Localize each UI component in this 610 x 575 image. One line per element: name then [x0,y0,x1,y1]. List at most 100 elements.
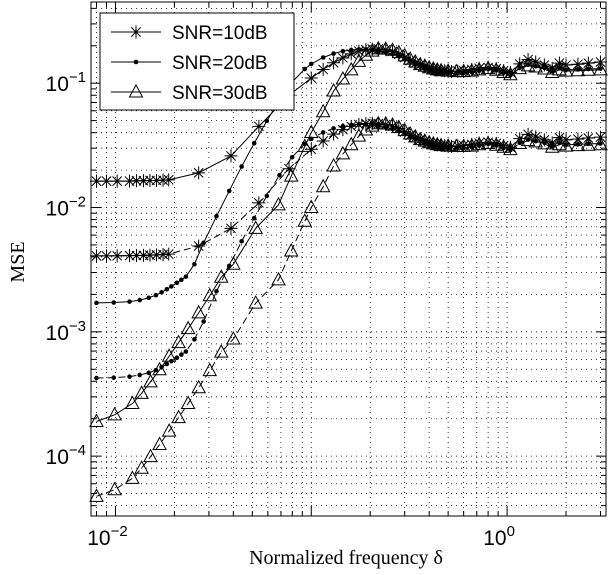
star-marker [316,62,330,76]
star-marker [123,249,137,263]
star-marker [379,43,393,57]
dot-marker [226,263,232,269]
triangle-marker [378,115,394,130]
triangle-marker [326,157,341,172]
dot-marker [169,358,174,364]
triangle-marker [202,362,218,377]
star-marker [110,174,124,188]
axis-ticks [91,2,606,516]
star-marker [89,249,103,263]
legend: SNR=10dB SNR=20dB SNR=30dB [99,12,295,111]
dot-marker [192,337,197,342]
triangle-marker [315,178,331,193]
triangle-marker [343,136,359,151]
dot-marker [331,51,336,56]
legend-label: SNR=20dB [172,53,268,74]
dot-marker [557,65,562,71]
triangle-marker [570,62,586,77]
triangle-marker [425,135,441,150]
triangle-marker [128,83,144,98]
triangle-marker [171,334,186,349]
dot-marker [340,48,346,54]
y-tick-label: 10−4 [46,442,86,469]
dot-marker [356,47,362,52]
star-marker [465,62,479,76]
dot-marker [127,374,132,379]
triangle-marker [440,138,456,152]
star-marker [123,174,137,188]
triangle-marker [326,82,341,97]
triangle-marker [248,220,264,234]
star-marker [252,119,266,133]
dot-marker [251,215,257,221]
dot-marker [226,188,232,194]
star-marker [143,173,157,187]
triangle-marker [213,344,229,358]
dot-marker [153,367,159,373]
star-marker [529,55,543,69]
star-marker [316,134,330,148]
tick-labels: 10−2 100 10−4 10−3 10−2 10−1 [46,69,515,550]
triangle-marker [143,448,158,463]
triangle-marker [107,481,122,496]
dot-marker [302,66,308,72]
dot-marker [331,126,336,131]
star-marker [192,166,206,180]
dot-marker [137,372,143,378]
triangle-marker [202,287,218,302]
triangle-marker [488,62,504,76]
dot-marker [348,47,354,53]
triangle-marker [471,61,487,76]
triangle-marker [480,135,496,150]
dot-marker [302,141,308,147]
star-marker [252,196,266,210]
triangle-marker [448,63,464,78]
dot-marker [164,361,170,367]
triangle-marker [544,139,560,153]
triangle-marker [593,136,608,151]
star-marker [110,249,124,263]
dot-marker [183,274,189,279]
triangle-marker [370,115,386,130]
legend-label: SNR=30dB [172,83,268,104]
star-marker [529,130,543,144]
star-marker [327,56,341,70]
triangle-marker [271,271,286,286]
triangle-marker [552,136,567,151]
star-marker [100,249,114,263]
dot-marker [146,370,152,376]
triangle-marker [537,60,552,75]
triangle-marker [180,395,196,410]
star-marker [386,119,400,133]
triangle-marker [364,43,380,57]
triangle-marker [315,103,331,118]
triangle-marker [520,57,536,72]
star-marker [465,137,479,151]
dot-marker [557,140,562,146]
star-marker [513,57,527,71]
legend-item: SNR=10dB [111,23,268,44]
star-marker [282,162,296,176]
triangle-marker [125,395,140,410]
triangle-marker [161,423,177,437]
dot-marker [174,280,180,286]
dot-marker [137,297,143,303]
triangle-marker [303,199,319,214]
triangle-marker [456,63,471,78]
star-marker [129,25,143,39]
triangle-marker [425,60,441,75]
dot-marker [164,286,170,292]
star-marker [537,133,551,147]
triangle-marker [433,137,449,152]
triangle-marker [134,385,149,399]
triangle-marker [558,138,574,152]
dot-marker [183,349,189,354]
star-marker [545,61,559,75]
series-layer [89,40,608,502]
star-marker [162,173,176,187]
series-line [96,123,601,497]
dot-marker [277,172,282,178]
dot-marker [264,118,270,124]
dot-marker [340,123,346,129]
triangle-marker [297,213,313,227]
